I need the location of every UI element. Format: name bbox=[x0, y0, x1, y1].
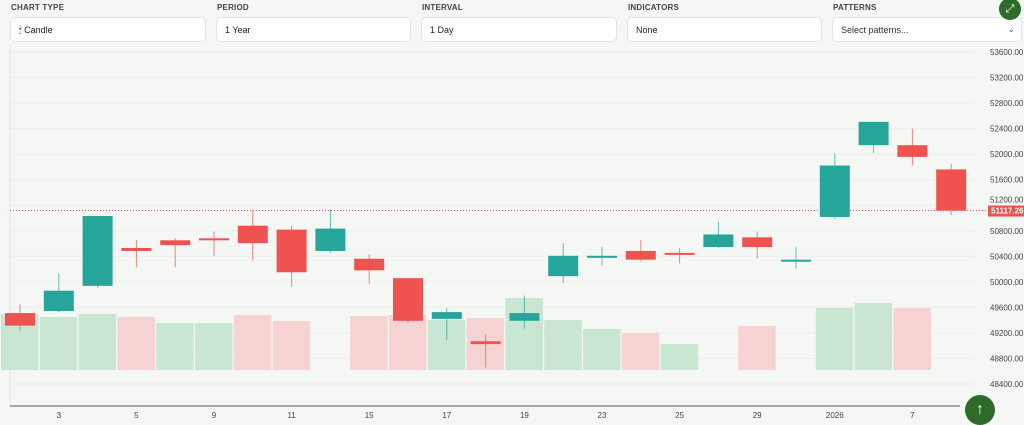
volume-bar bbox=[815, 308, 854, 370]
x-tick-label: 5 bbox=[134, 411, 139, 420]
volume-bar bbox=[195, 323, 233, 370]
last-price-tag bbox=[988, 205, 1024, 217]
expand-icon[interactable]: ⤢ bbox=[999, 0, 1021, 20]
candle-body bbox=[548, 255, 579, 277]
x-tick-label: 29 bbox=[753, 411, 762, 420]
candle-body bbox=[43, 290, 74, 312]
x-tick-label: 2026 bbox=[826, 411, 844, 420]
volume-bar bbox=[78, 314, 117, 370]
interval-select[interactable]: 1 Day bbox=[421, 17, 617, 42]
y-tick-label: 50800.00 bbox=[990, 227, 1024, 236]
candle-body bbox=[664, 252, 695, 255]
chart-type-label: CHART TYPE bbox=[11, 3, 65, 12]
volume-bar bbox=[389, 315, 427, 370]
chevron-down-icon: ⌄ bbox=[1007, 24, 1015, 34]
volume-bar bbox=[272, 321, 311, 370]
candle-body bbox=[858, 121, 889, 146]
volume-bar bbox=[660, 344, 699, 370]
interval-label: INTERVAL bbox=[422, 3, 463, 12]
last-price-label: 51117.26 bbox=[991, 207, 1024, 216]
volume-bar bbox=[39, 317, 78, 370]
x-tick-label: 11 bbox=[287, 411, 296, 420]
volume-bar bbox=[350, 316, 388, 370]
y-tick-label: 51600.00 bbox=[990, 176, 1024, 185]
indicators-select[interactable]: None bbox=[627, 17, 822, 42]
x-tick-label: 25 bbox=[675, 411, 684, 420]
candle-body bbox=[625, 250, 656, 260]
arrow-up-icon[interactable]: ↑ bbox=[965, 395, 995, 425]
patterns-label: PATTERNS bbox=[833, 3, 877, 12]
candle-body bbox=[160, 240, 191, 246]
candle-body bbox=[431, 312, 462, 319]
y-tick-label: 52800.00 bbox=[990, 99, 1024, 108]
x-tick-label: 9 bbox=[212, 411, 217, 420]
candle-body bbox=[315, 228, 346, 251]
volume-bar bbox=[156, 323, 194, 370]
candle-body bbox=[936, 169, 967, 211]
candle-icon: 🕯 bbox=[19, 25, 22, 35]
y-tick-label: 53600.00 bbox=[990, 48, 1024, 57]
candle-body bbox=[470, 341, 501, 345]
x-tick-label: 7 bbox=[910, 411, 915, 420]
x-tick-label: 19 bbox=[520, 411, 529, 420]
candle-body bbox=[276, 229, 307, 273]
y-tick-label: 48400.00 bbox=[990, 380, 1024, 389]
candle-body bbox=[121, 248, 152, 251]
volume-bar bbox=[738, 326, 776, 370]
y-tick-label: 50000.00 bbox=[990, 278, 1024, 287]
y-tick-label: 52400.00 bbox=[990, 125, 1024, 134]
volume-bar bbox=[233, 315, 272, 370]
candle-body bbox=[354, 258, 385, 271]
y-tick-label: 49200.00 bbox=[990, 329, 1024, 338]
chart-type-select[interactable]: 🕯 Candle bbox=[10, 17, 206, 42]
x-tick-label: 3 bbox=[57, 411, 62, 420]
x-tick-label: 15 bbox=[365, 411, 374, 420]
candle-body bbox=[781, 259, 811, 262]
x-tick-label: 23 bbox=[598, 411, 607, 420]
period-label: PERIOD bbox=[217, 3, 249, 12]
candle-body bbox=[897, 145, 928, 157]
candle-body bbox=[237, 225, 268, 244]
x-tick-label: 17 bbox=[442, 411, 451, 420]
candle-body bbox=[393, 278, 423, 321]
volume-bar bbox=[544, 320, 582, 370]
y-tick-label: 48800.00 bbox=[990, 354, 1024, 363]
patterns-select[interactable]: Select patterns... ⌄ bbox=[832, 17, 1022, 42]
candle-body bbox=[199, 238, 229, 241]
candle-body bbox=[703, 234, 734, 248]
candle-body bbox=[587, 255, 617, 258]
volume-bar bbox=[854, 303, 893, 370]
y-tick-label: 52000.00 bbox=[990, 150, 1024, 159]
volume-bar bbox=[621, 333, 660, 370]
volume-bar bbox=[893, 308, 931, 370]
indicators-label: INDICATORS bbox=[628, 3, 680, 12]
volume-bar bbox=[583, 329, 621, 370]
candle-body bbox=[819, 165, 850, 217]
patterns-placeholder: Select patterns... bbox=[841, 25, 909, 35]
chart-type-value: Candle bbox=[24, 25, 53, 35]
candle-body bbox=[82, 216, 113, 286]
candle-body bbox=[742, 237, 773, 248]
y-tick-label: 51200.00 bbox=[990, 196, 1024, 205]
y-tick-label: 50400.00 bbox=[990, 252, 1024, 261]
candle-body bbox=[5, 313, 35, 326]
y-tick-label: 49600.00 bbox=[990, 303, 1024, 312]
volume-bar bbox=[117, 317, 155, 370]
candle-body bbox=[509, 313, 540, 321]
y-tick-label: 53200.00 bbox=[990, 74, 1024, 83]
period-select[interactable]: 1 Year bbox=[216, 17, 411, 42]
